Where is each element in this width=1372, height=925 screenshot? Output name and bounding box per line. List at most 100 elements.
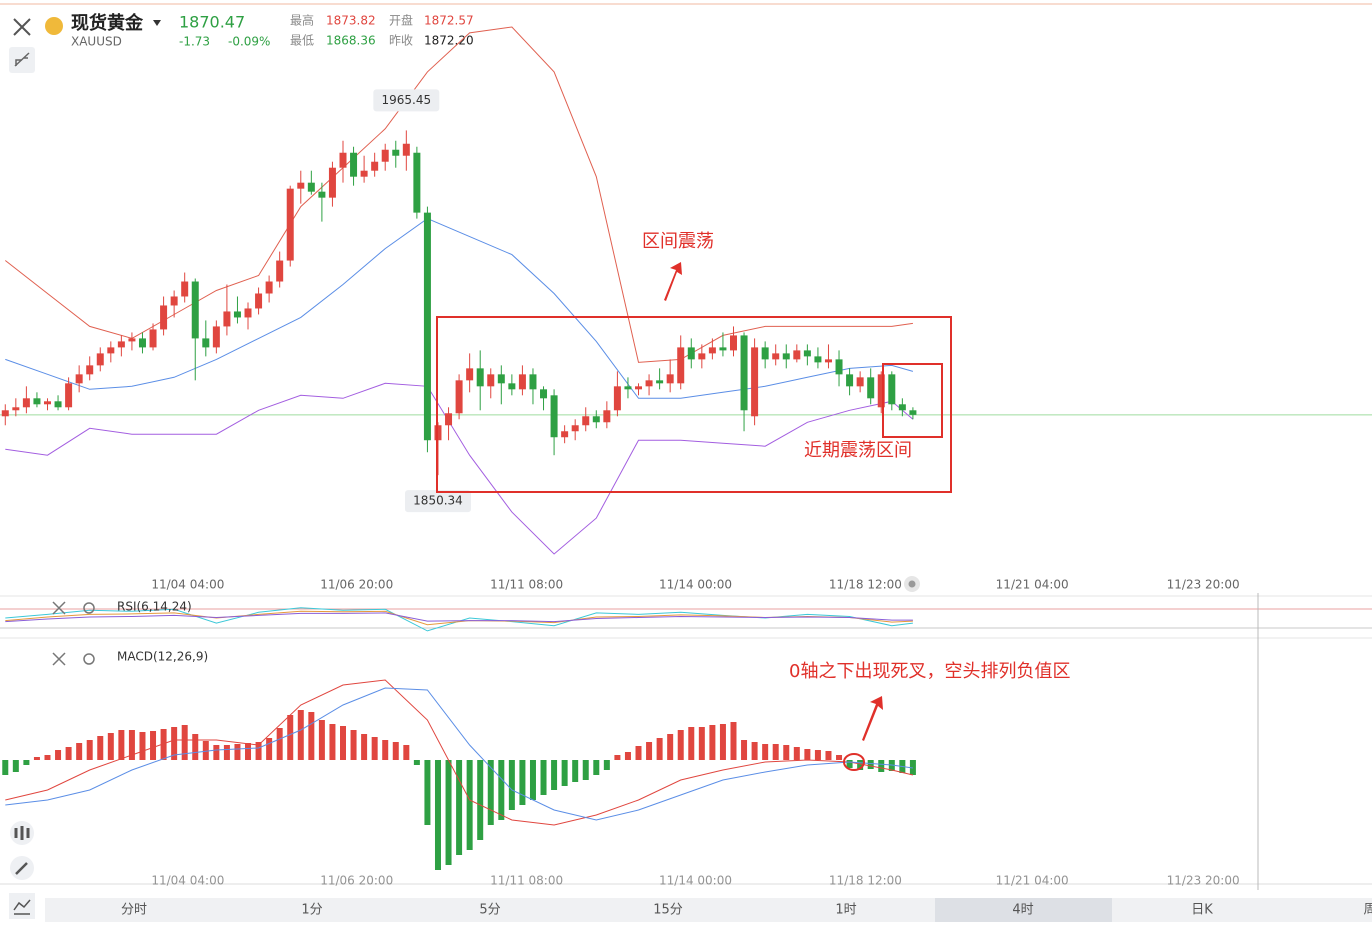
draw-tool[interactable] xyxy=(10,856,34,880)
candle-body xyxy=(529,374,537,390)
macd-bar xyxy=(392,742,399,760)
candle-body xyxy=(877,374,885,408)
tab[interactable]: 4时 xyxy=(1012,903,1033,918)
macd-bar xyxy=(741,740,748,760)
chart-type-tool[interactable] xyxy=(9,893,35,919)
indicator-tool[interactable] xyxy=(10,821,34,845)
close-rsi[interactable] xyxy=(52,601,66,615)
candle-body xyxy=(550,395,558,438)
macd-bar xyxy=(297,710,304,760)
last-price: 1870.47 xyxy=(179,13,245,32)
price-tag: 1850.34 xyxy=(413,494,463,508)
active-tab-bg xyxy=(935,898,1112,922)
candle-body xyxy=(645,380,653,387)
macd-bar xyxy=(667,734,674,760)
tab[interactable]: 日K xyxy=(1191,903,1213,918)
tab[interactable]: 15分 xyxy=(653,903,683,918)
macd-bar xyxy=(255,742,262,760)
coin-icon xyxy=(45,17,63,35)
macd-bar xyxy=(646,742,653,760)
tab[interactable]: 分时 xyxy=(121,903,147,918)
macd-bar xyxy=(857,760,864,770)
candle-body xyxy=(191,281,199,339)
macd-bar xyxy=(508,760,515,810)
change: -1.73 xyxy=(179,35,210,49)
candle-body xyxy=(698,353,706,360)
stat-value: 1872.20 xyxy=(424,34,474,48)
instrument-title[interactable]: 现货黄金 xyxy=(71,12,144,34)
collapse-button[interactable] xyxy=(9,47,35,73)
macd-bar xyxy=(793,747,800,760)
candle-body xyxy=(835,359,843,375)
macd-bar xyxy=(603,760,610,770)
macd-bar xyxy=(403,745,410,760)
candle-body xyxy=(603,410,611,423)
x-tick-label: 11/23 20:00 xyxy=(1167,578,1240,592)
macd-bar xyxy=(424,760,431,825)
macd-bar xyxy=(751,742,758,760)
macd-bar xyxy=(804,749,811,760)
candle-body xyxy=(360,170,368,177)
tab[interactable]: 1时 xyxy=(835,903,856,918)
rsi-line xyxy=(5,612,913,623)
candle-body xyxy=(107,347,115,354)
close-button[interactable] xyxy=(9,14,35,40)
candle-body xyxy=(286,188,294,261)
candle-body xyxy=(856,377,864,387)
candle-body xyxy=(466,368,474,381)
macd-bar xyxy=(677,730,684,760)
macd-bar xyxy=(825,751,832,760)
candle-body xyxy=(497,374,505,384)
macd-bar xyxy=(245,743,252,760)
macd-bar xyxy=(688,727,695,760)
close-macd[interactable] xyxy=(52,652,66,666)
macd-bar xyxy=(593,760,600,775)
macd-bar xyxy=(783,745,790,760)
macd-label: MACD(12,26,9) xyxy=(117,650,208,664)
macd-bar xyxy=(202,741,209,760)
annotation: 近期震荡区间 xyxy=(804,440,912,461)
macd-bar xyxy=(361,734,368,760)
macd-bar xyxy=(719,724,726,760)
candle-body xyxy=(719,347,727,351)
macd-bar xyxy=(624,752,631,760)
macd-bar xyxy=(772,744,779,760)
macd-bar xyxy=(656,738,663,760)
candle-body xyxy=(128,338,136,342)
macd-bar xyxy=(572,760,579,782)
candle-body xyxy=(117,341,125,348)
plot: 1965.45 1850.34 11/04 04:00 11/04 04:00 11/0… xyxy=(0,26,1372,888)
arrow xyxy=(862,696,883,741)
candle-body xyxy=(898,404,906,411)
candle-body xyxy=(751,347,759,417)
candle-body xyxy=(392,149,400,156)
rsi-settings[interactable] xyxy=(83,602,95,614)
macd-bar xyxy=(477,760,484,840)
macd-bar xyxy=(878,760,885,772)
macd-settings[interactable] xyxy=(83,653,95,665)
macd-bar xyxy=(192,734,199,760)
candle-body xyxy=(656,380,664,384)
x-tick-label: 11/04 04:00 xyxy=(151,874,224,888)
macd-bar xyxy=(213,745,220,760)
x-tick-label: 11/04 04:00 xyxy=(151,578,224,592)
tab[interactable]: 5分 xyxy=(479,903,500,918)
tab[interactable]: 1分 xyxy=(301,903,322,918)
macd-bar xyxy=(466,760,473,850)
tab[interactable]: 周 xyxy=(1363,903,1372,918)
candle-body xyxy=(22,398,30,408)
macd-bar xyxy=(635,746,642,760)
x-tick-label: 11/21 04:00 xyxy=(996,578,1069,592)
candle-body xyxy=(12,407,20,411)
macd-bar xyxy=(582,760,589,780)
candle-body xyxy=(613,386,621,411)
dropdown-arrow[interactable] xyxy=(153,20,161,26)
candle-body xyxy=(371,161,379,171)
stat-label: 最高 xyxy=(290,13,314,28)
candle-body xyxy=(803,350,811,357)
candle-body xyxy=(297,182,305,189)
macd-bar xyxy=(551,760,558,790)
macd-bar xyxy=(867,760,874,769)
candle-body xyxy=(86,365,94,375)
